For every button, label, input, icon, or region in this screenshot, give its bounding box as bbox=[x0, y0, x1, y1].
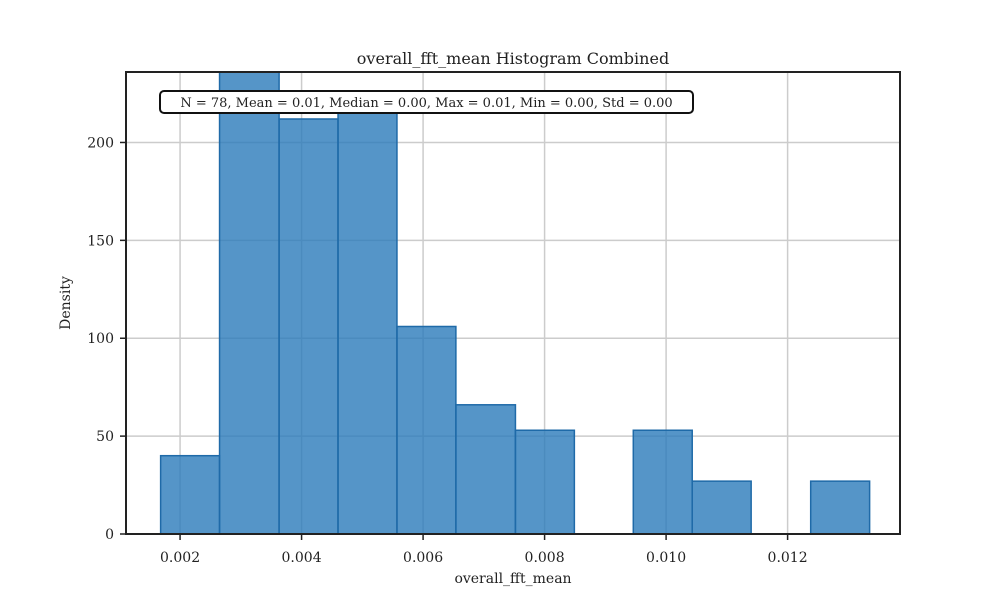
y-tick-label: 100 bbox=[87, 331, 114, 347]
plot-frame bbox=[125, 71, 901, 535]
y-axis-title: Density bbox=[58, 276, 74, 330]
histogram-bar bbox=[632, 429, 693, 534]
x-tick-label: 0.012 bbox=[768, 550, 808, 566]
histogram-bar bbox=[396, 325, 457, 534]
stats-text: N = 78, Mean = 0.01, Median = 0.00, Max … bbox=[180, 96, 672, 111]
stats-box: N = 78, Mean = 0.01, Median = 0.00, Max … bbox=[159, 90, 694, 114]
y-tick-label: 150 bbox=[87, 233, 114, 249]
histogram-bar bbox=[455, 404, 517, 534]
histogram-bar bbox=[218, 72, 280, 534]
stats-box-frame bbox=[159, 90, 694, 114]
histogram-bar bbox=[337, 92, 398, 534]
x-tick-label: 0.004 bbox=[282, 550, 322, 566]
y-tick-label: 50 bbox=[96, 429, 114, 445]
histogram-bar bbox=[278, 118, 339, 534]
y-tick-label: 0 bbox=[105, 527, 114, 543]
histogram-bar bbox=[514, 429, 576, 534]
histogram-bar bbox=[809, 480, 871, 534]
x-axis-title: overall_fft_mean bbox=[454, 571, 571, 587]
histogram-bar bbox=[691, 480, 752, 534]
x-tick-label: 0.008 bbox=[525, 550, 565, 566]
histogram-bar bbox=[159, 454, 221, 534]
y-tick-label: 200 bbox=[87, 135, 114, 151]
chart-title: overall_fft_mean Histogram Combined bbox=[357, 49, 669, 68]
x-tick-label: 0.010 bbox=[646, 550, 686, 566]
axis-ticks: 0.002 0.004 0.006 0.008 0.010 0.012 0 50 100 150 2… bbox=[87, 135, 807, 566]
x-tick-label: 0.006 bbox=[403, 550, 443, 566]
x-tick-label: 0.002 bbox=[160, 550, 200, 566]
